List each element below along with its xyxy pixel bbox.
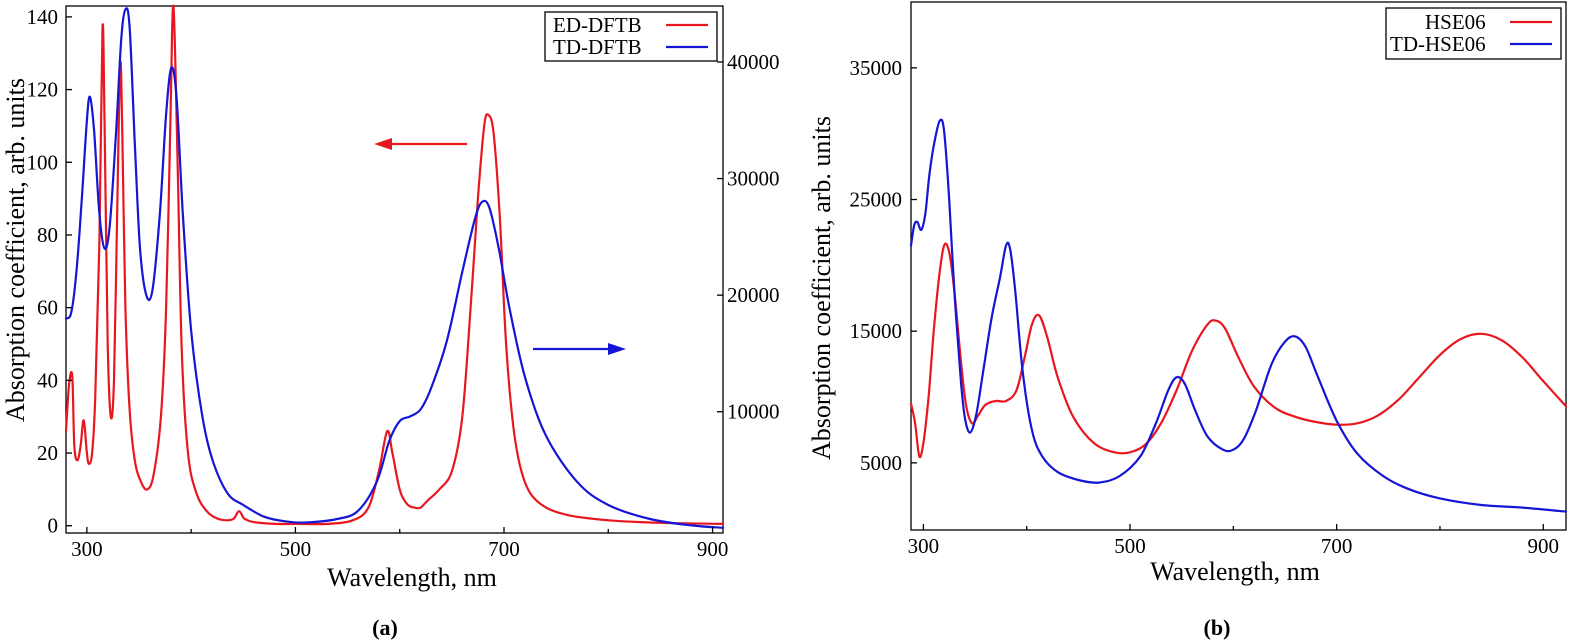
- y-tick-label-left-a: 100: [27, 150, 59, 174]
- legend-box-b: [1385, 7, 1562, 60]
- x-axis-title-b: Wavelength, nm: [1150, 557, 1320, 586]
- panel-label-b: (b): [1204, 615, 1231, 640]
- series-layer-b: [909, 118, 1568, 513]
- legend-label-td-dftb: TD-DFTB: [553, 35, 642, 59]
- arrow-right-head: [608, 343, 626, 355]
- x-axis-title-a: Wavelength, nm: [327, 563, 497, 592]
- legend-label-td-hse06: TD-HSE06: [1390, 32, 1486, 56]
- chart-panel-b: 300 500 700 900 5000 15000 25000 35000 HSE06 TD…: [807, 1, 1568, 640]
- series-line-td-hse06: [909, 118, 1568, 513]
- annotation-arrow-right: [533, 343, 626, 355]
- y-tick-label-left-a: 20: [37, 441, 58, 465]
- panel-label-a: (a): [372, 615, 398, 640]
- y-tick-label-left-a: 40: [37, 368, 58, 392]
- annotation-arrow-left: [374, 138, 467, 150]
- legend-label-ed-dftb: ED-DFTB: [553, 13, 642, 37]
- series-layer-a: [64, 4, 725, 529]
- legend-b: HSE06 TD-HSE06: [1385, 7, 1562, 60]
- series-line-ed-dftb: [64, 4, 725, 526]
- y-tick-label-right-a: 30000: [727, 167, 780, 191]
- legend-label-hse06: HSE06: [1425, 10, 1486, 34]
- y-tick-label-left-a: 0: [48, 514, 59, 538]
- y-axis-title-a: Absorption coefficient, arb. units: [1, 78, 30, 422]
- y-tick-label-b: 15000: [850, 319, 903, 343]
- plot-frame-a: [65, 5, 724, 534]
- x-tick-label-a: 500: [280, 537, 312, 561]
- x-tick-label-a: 300: [71, 537, 103, 561]
- y-axis-title-b: Absorption coefficient, arb. units: [807, 116, 836, 460]
- chart-panel-a: 300 500 700 900 0 20 40 60 80 100 120 140 10000 20000…: [1, 4, 780, 640]
- x-tick-label-a: 700: [488, 537, 520, 561]
- arrow-left-head: [374, 138, 392, 150]
- y-tick-label-b: 25000: [850, 188, 903, 212]
- x-tick-label-a: 900: [697, 537, 729, 561]
- legend-a: ED-DFTB TD-DFTB: [544, 11, 718, 62]
- y-tick-label-left-a: 60: [37, 296, 58, 320]
- y-tick-label-right-a: 10000: [727, 400, 780, 424]
- plot-frame-b: [910, 1, 1567, 531]
- y-tick-label-left-a: 120: [27, 78, 59, 102]
- x-tick-label-b: 300: [908, 534, 940, 558]
- y-tick-label-right-a: 20000: [727, 283, 780, 307]
- ticks-b: 300 500 700 900 5000 15000 25000 35000: [850, 56, 1560, 558]
- y-tick-label-b: 5000: [860, 451, 902, 475]
- y-tick-label-left-a: 80: [37, 223, 58, 247]
- series-line-hse06: [909, 242, 1568, 459]
- series-line-td-dftb: [64, 7, 725, 529]
- y-tick-label-b: 35000: [850, 56, 903, 80]
- x-tick-label-b: 700: [1321, 534, 1353, 558]
- x-tick-label-b: 500: [1114, 534, 1146, 558]
- legend-box-a: [544, 11, 718, 62]
- y-tick-label-left-a: 140: [27, 5, 59, 29]
- ticks-a: 300 500 700 900 0 20 40 60 80 100 120 140 10000 20000…: [27, 5, 780, 561]
- x-tick-label-b: 900: [1528, 534, 1560, 558]
- y-tick-label-right-a: 40000: [727, 50, 780, 74]
